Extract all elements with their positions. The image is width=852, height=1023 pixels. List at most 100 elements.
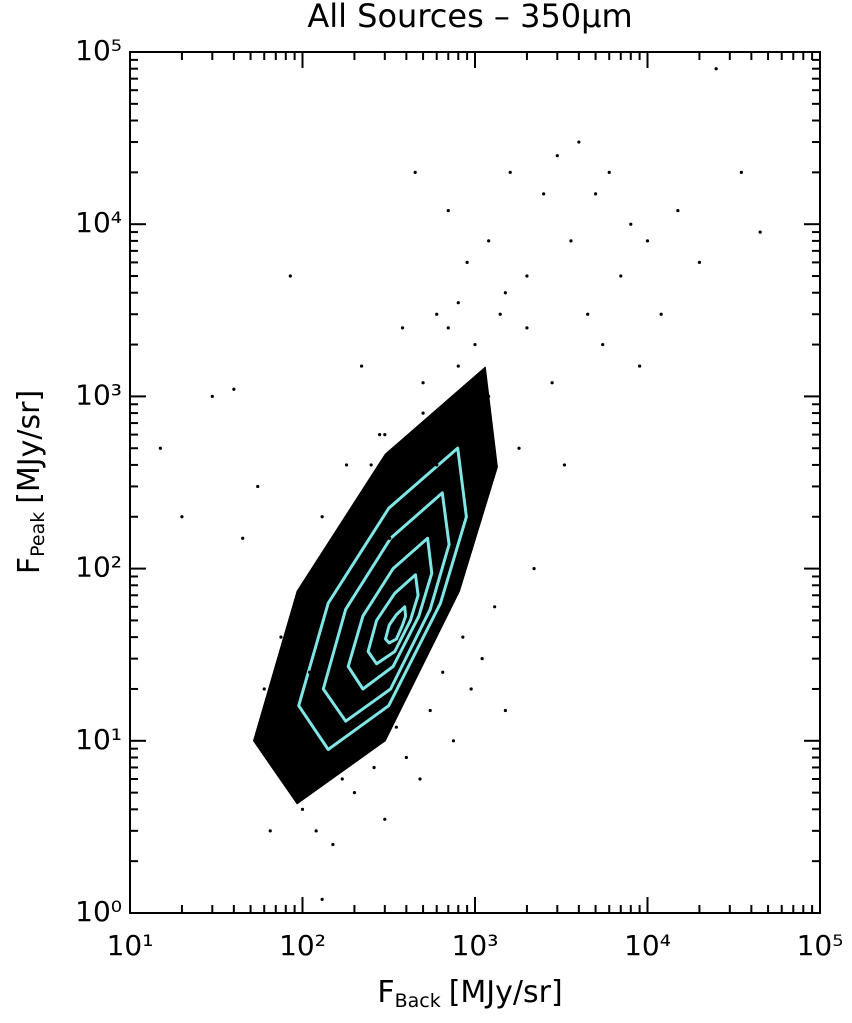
point xyxy=(366,657,370,661)
point xyxy=(487,239,491,243)
point xyxy=(619,274,623,278)
x-label-subscript: Back xyxy=(395,990,441,1012)
point xyxy=(498,312,502,316)
point xyxy=(320,897,324,901)
point xyxy=(714,67,718,71)
point xyxy=(503,708,507,713)
point xyxy=(284,777,288,781)
point xyxy=(645,239,650,243)
point xyxy=(383,433,387,437)
point xyxy=(577,140,581,144)
point xyxy=(421,411,425,415)
point xyxy=(300,807,305,811)
y-label-unit: [MJy/sr] xyxy=(12,390,47,504)
x-tick-label: 10⁴ xyxy=(624,929,671,962)
point xyxy=(697,260,702,265)
y-tick-label: 10¹ xyxy=(75,723,122,756)
point xyxy=(383,817,387,821)
point xyxy=(435,463,439,467)
x-tick-label: 10² xyxy=(279,929,326,962)
point xyxy=(508,170,512,174)
point xyxy=(586,312,590,316)
point xyxy=(158,446,162,450)
point xyxy=(352,791,357,795)
point xyxy=(418,777,422,781)
point xyxy=(461,635,465,639)
point xyxy=(400,326,405,330)
contour xyxy=(321,491,451,723)
point xyxy=(308,670,312,674)
point xyxy=(404,755,408,760)
x-tick-label: 10¹ xyxy=(107,929,154,962)
point xyxy=(659,312,663,316)
point xyxy=(314,829,318,833)
point xyxy=(638,364,642,368)
point xyxy=(555,154,559,158)
point xyxy=(413,170,417,174)
point xyxy=(739,170,743,174)
point xyxy=(480,657,484,661)
contour xyxy=(346,536,434,691)
point xyxy=(372,765,376,770)
point xyxy=(469,687,473,691)
point xyxy=(503,291,507,295)
y-tick-label: 10⁴ xyxy=(75,206,122,239)
point xyxy=(569,239,573,243)
point xyxy=(180,515,184,519)
point xyxy=(369,463,373,467)
point xyxy=(456,301,460,305)
point xyxy=(676,208,680,213)
y-tick-label: 10³ xyxy=(75,378,122,411)
point xyxy=(562,463,567,467)
point xyxy=(241,536,245,540)
point xyxy=(210,394,214,398)
point xyxy=(336,574,340,579)
point xyxy=(532,567,536,571)
point xyxy=(279,635,283,639)
y-label-symbol: F xyxy=(12,557,47,574)
y-label-subscript: Peak xyxy=(27,512,49,557)
point xyxy=(493,605,497,609)
point xyxy=(525,326,529,330)
x-tick-label: 10⁵ xyxy=(797,929,844,962)
point xyxy=(421,381,425,385)
point xyxy=(344,635,349,639)
point xyxy=(308,605,312,609)
point xyxy=(456,364,460,368)
x-tick-label: 10³ xyxy=(452,929,499,962)
point xyxy=(517,446,521,450)
point xyxy=(388,536,392,540)
contour xyxy=(384,605,408,645)
point xyxy=(256,484,260,489)
point xyxy=(446,326,450,330)
contour xyxy=(366,573,420,666)
x-label-symbol: F xyxy=(377,975,394,1010)
point xyxy=(232,387,236,391)
point xyxy=(451,739,456,743)
point xyxy=(441,670,445,674)
point xyxy=(601,342,605,347)
point xyxy=(293,765,297,770)
point xyxy=(293,708,297,713)
point xyxy=(542,192,546,196)
point xyxy=(344,463,349,467)
y-tick-label: 10² xyxy=(75,551,122,584)
point xyxy=(408,498,412,502)
y-tick-label: 10⁰ xyxy=(75,895,122,928)
y-axis-label: FPeak [MJy/sr] xyxy=(12,390,49,574)
point xyxy=(473,342,477,347)
point xyxy=(428,708,432,713)
point xyxy=(262,687,266,691)
density-region xyxy=(253,366,498,805)
point xyxy=(435,312,439,316)
point xyxy=(525,274,529,278)
contour xyxy=(297,446,468,751)
x-axis-label: FBack [MJy/sr] xyxy=(377,975,562,1012)
point xyxy=(331,842,335,847)
x-label-unit: [MJy/sr] xyxy=(449,975,563,1010)
point xyxy=(446,208,450,213)
point xyxy=(348,725,353,729)
chart-title: All Sources – 350μm xyxy=(307,0,632,35)
